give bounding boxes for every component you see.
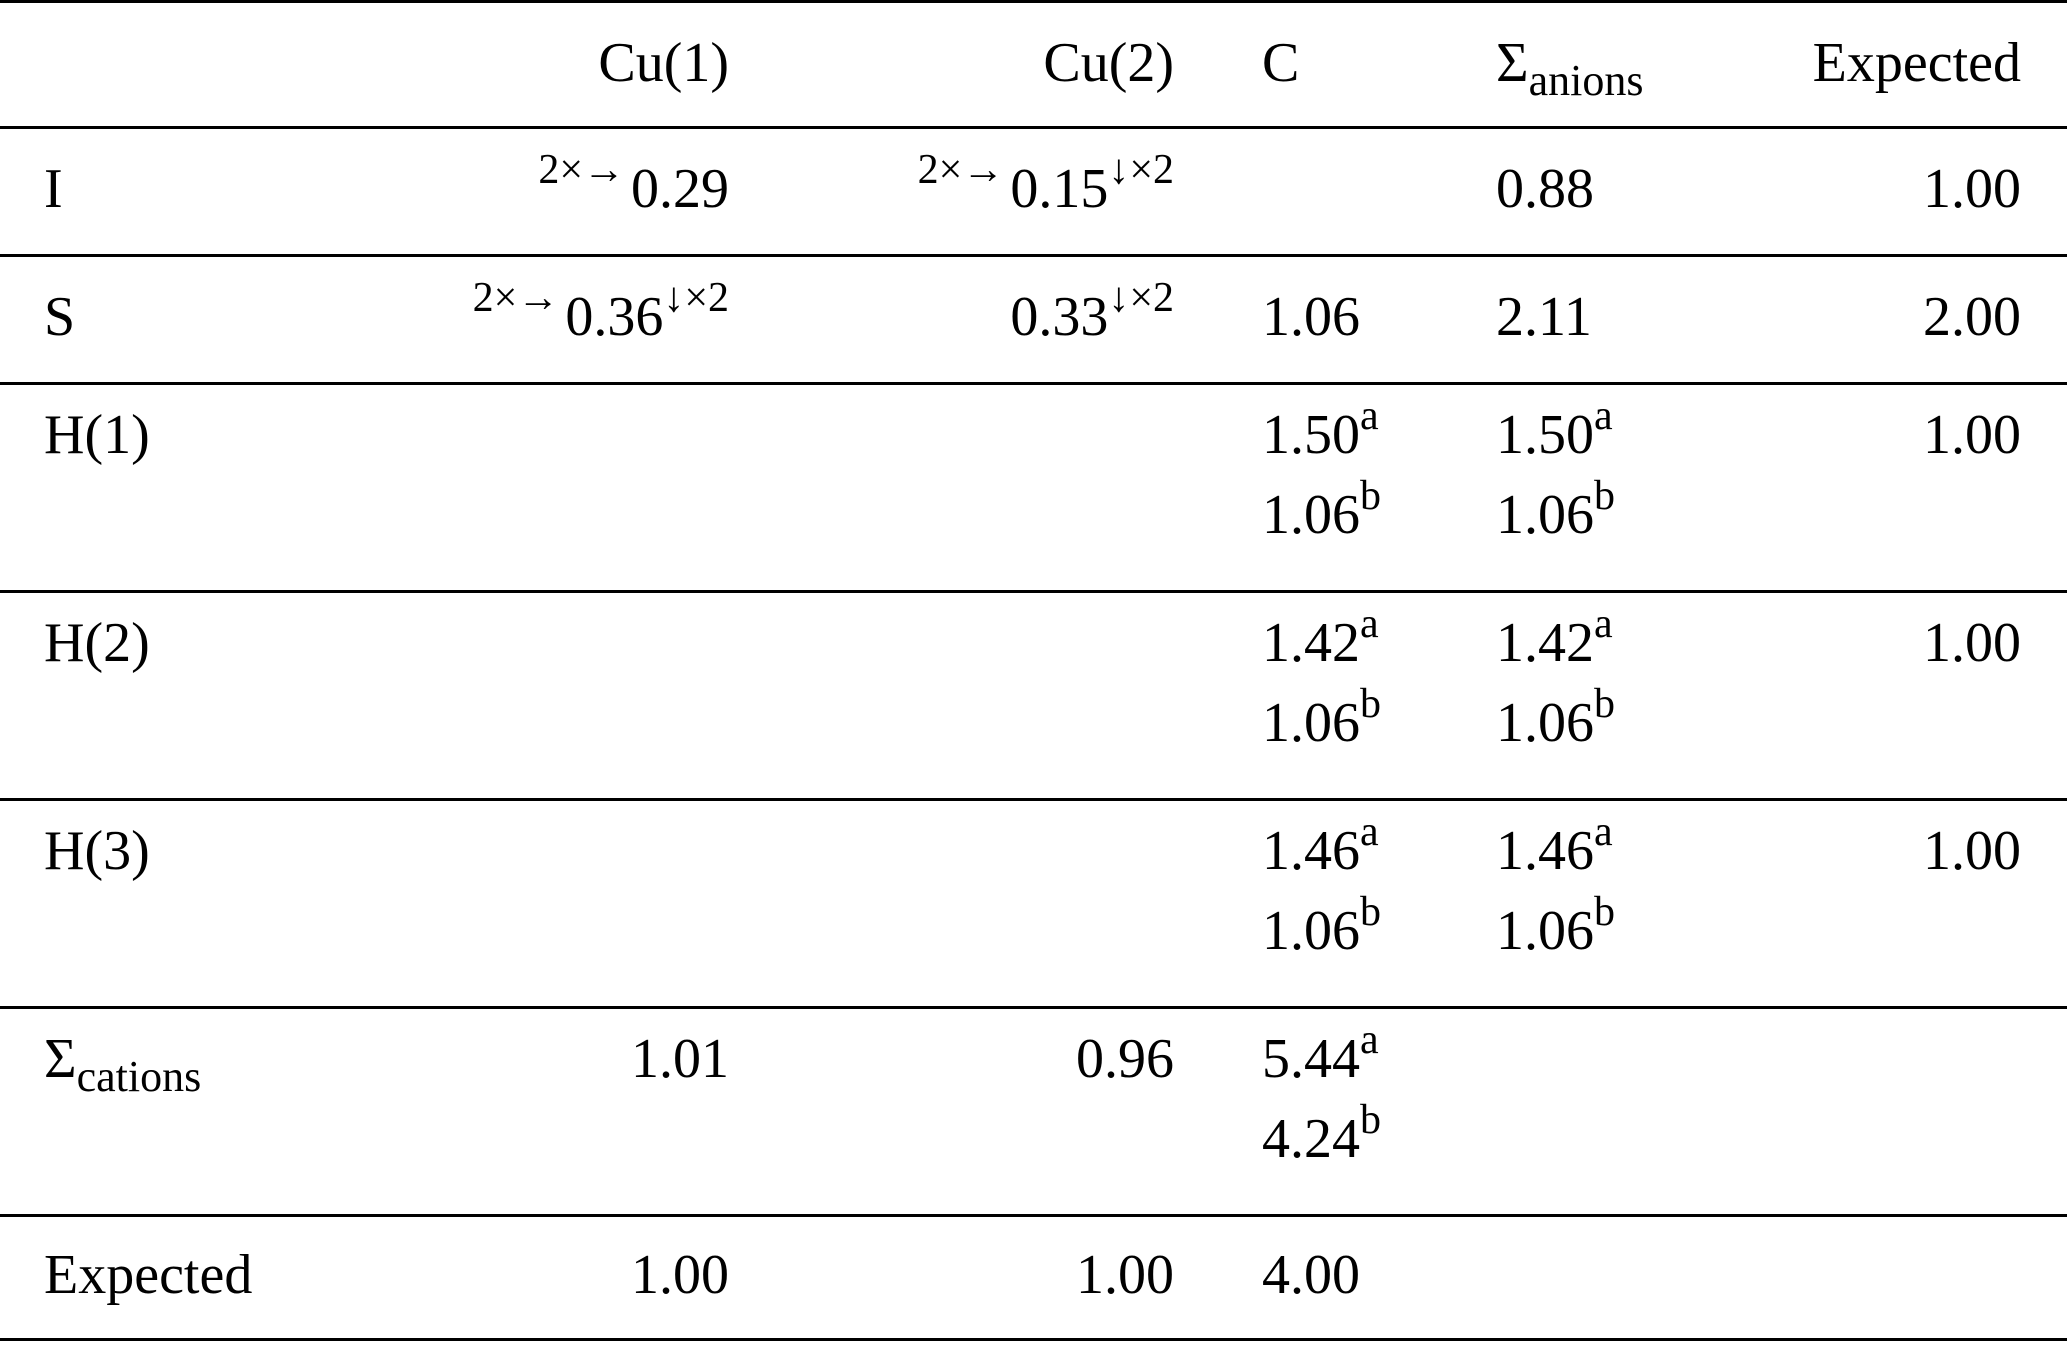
table-row: H(2) 1.42a 1.06b 1.42a 1.06b 1.00 [0, 591, 2067, 800]
value: 0.33 [1010, 286, 1109, 348]
table-row: H(3) 1.46a 1.06b 1.46a 1.06b 1.00 [0, 799, 2067, 1008]
value-a: 5.44 [1262, 1028, 1360, 1090]
value-b: 1.06 [1262, 692, 1360, 754]
footnote-a: a [1594, 601, 1613, 647]
row-label: H(3) [44, 820, 150, 882]
value-b: 1.06 [1496, 484, 1594, 546]
cell-sum-anions: 0.88 [1496, 158, 1594, 220]
header-blank [0, 2, 333, 128]
cell-cu2: 2×→ 0.15↓×2 [743, 128, 1188, 256]
footnote-a: a [1360, 809, 1379, 855]
cell-cu1 [333, 592, 743, 800]
cell-c: 1.06 [1262, 286, 1360, 348]
row-label: H(2) [44, 612, 150, 674]
cell-c: 1.46a 1.06b [1188, 800, 1397, 1008]
value-a: 1.42 [1262, 612, 1360, 674]
footnote-b: b [1360, 1097, 1381, 1143]
cell-expected: 2.00 [1923, 286, 2021, 348]
footnote-a: a [1360, 601, 1379, 647]
cell-expected [1661, 1216, 2067, 1340]
table-row: H(1) 1.50a 1.06b 1.50a 1.06b 1.00 [0, 383, 2067, 592]
value-b: 4.24 [1262, 1108, 1360, 1170]
footnote-b: b [1360, 473, 1381, 519]
cell-c: 1.50a 1.06b [1188, 384, 1397, 592]
cell-cu1: 2×→ 0.29 [333, 128, 743, 256]
footnote-a: a [1594, 809, 1613, 855]
multiplicity-suffix: ↓×2 [1108, 147, 1174, 193]
cell-cu1 [333, 800, 743, 1008]
value-a: 1.50 [1496, 404, 1594, 466]
cell-cu2: 0.96 [1076, 1028, 1174, 1090]
cell-cu2: 1.00 [1076, 1244, 1174, 1306]
cell-sum-anions [1397, 1008, 1661, 1216]
header-row: Cu(1) Cu(2) C Σanions Expected [0, 1, 2067, 128]
footnote-b: b [1594, 889, 1615, 935]
multiplicity-prefix: 2×→ [917, 147, 1005, 193]
row-label: I [44, 158, 63, 220]
cell-c [1188, 128, 1397, 256]
cell-expected [1661, 1008, 2067, 1216]
value-a: 1.46 [1496, 820, 1594, 882]
cell-cu1: 1.00 [631, 1244, 729, 1306]
table-row: S 2×→ 0.36↓×2 0.33↓×2 1.06 2.11 2.00 [0, 255, 2067, 384]
value: 0.36 [565, 286, 664, 348]
multiplicity-suffix: ↓×2 [663, 275, 729, 321]
header-sum-anions: Σanions [1397, 2, 1661, 128]
cell-cu2 [743, 384, 1188, 592]
value-b: 1.06 [1262, 900, 1360, 962]
cell-sum-anions: 1.42a 1.06b [1397, 592, 1661, 800]
header-c: C [1262, 32, 1300, 94]
multiplicity-prefix: 2×→ [538, 147, 625, 193]
cell-sum-anions [1397, 1216, 1661, 1340]
row-label: H(1) [44, 404, 150, 466]
value: 0.29 [631, 158, 729, 220]
cell-c: 5.44a 4.24b [1188, 1008, 1397, 1216]
header-cu2: Cu(2) [1043, 32, 1174, 94]
value-a: 1.50 [1262, 404, 1360, 466]
cell-cu2: 0.33↓×2 [743, 256, 1188, 384]
cell-expected: 1.00 [1923, 612, 2021, 674]
value-b: 1.06 [1262, 484, 1360, 546]
cell-c: 1.42a 1.06b [1188, 592, 1397, 800]
value: 0.15 [1010, 158, 1109, 220]
cell-cu1: 1.01 [631, 1028, 729, 1090]
cell-cu2 [743, 800, 1188, 1008]
sigma-symbol: Σ [1496, 32, 1529, 94]
row-label-sum-cations: Σcations [0, 1008, 333, 1216]
cell-expected: 1.00 [1923, 404, 2021, 466]
row-label: S [44, 286, 76, 348]
row-label: Expected [44, 1244, 253, 1306]
footnote-b: b [1594, 681, 1615, 727]
cell-cu1 [333, 384, 743, 592]
footnote-b: b [1360, 889, 1381, 935]
multiplicity-suffix: ↓×2 [1108, 275, 1174, 321]
value-b: 1.06 [1496, 692, 1594, 754]
subscript-anions: anions [1528, 56, 1644, 105]
table-row: Expected 1.00 1.00 4.00 [0, 1215, 2067, 1340]
footnote-a: a [1594, 393, 1613, 439]
header-cu1: Cu(1) [598, 32, 729, 94]
cell-sum-anions: 1.50a 1.06b [1397, 384, 1661, 592]
cell-cu2 [743, 592, 1188, 800]
cell-cu1: 2×→ 0.36↓×2 [333, 256, 743, 384]
cell-expected: 1.00 [1923, 820, 2021, 882]
cell-sum-anions: 2.11 [1496, 286, 1592, 348]
footnote-a: a [1360, 1017, 1379, 1063]
cell-c: 4.00 [1262, 1244, 1360, 1306]
multiplicity-prefix: 2×→ [472, 275, 560, 321]
table-row: Σcations 1.01 0.96 5.44a 4.24b [0, 1007, 2067, 1216]
table-row: I 2×→ 0.29 2×→ 0.15↓×2 0.88 1.00 [0, 127, 2067, 256]
subscript-cations: cations [76, 1052, 202, 1101]
footnote-a: a [1360, 393, 1379, 439]
value-a: 1.42 [1496, 612, 1594, 674]
header-expected: Expected [1812, 32, 2021, 94]
footnote-b: b [1360, 681, 1381, 727]
value-b: 1.06 [1496, 900, 1594, 962]
cell-expected: 1.00 [1923, 158, 2021, 220]
sigma-symbol: Σ [44, 1028, 77, 1090]
footnote-b: b [1594, 473, 1615, 519]
value-a: 1.46 [1262, 820, 1360, 882]
cell-sum-anions: 1.46a 1.06b [1397, 800, 1661, 1008]
